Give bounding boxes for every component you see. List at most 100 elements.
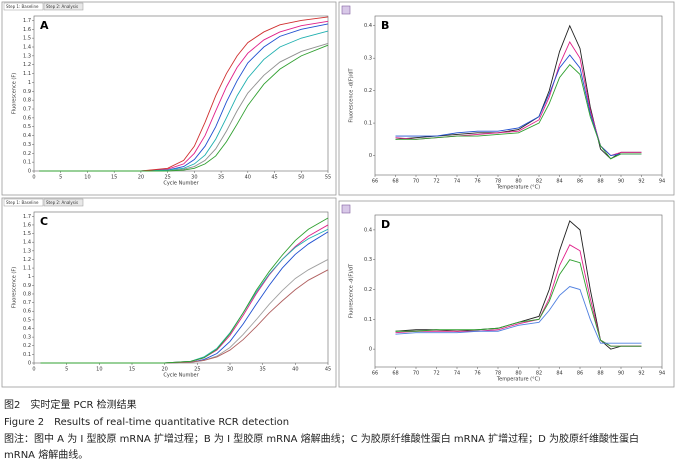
x-tick-label: 15	[111, 175, 117, 181]
y-tick-label: 0	[28, 361, 31, 367]
curve	[395, 259, 642, 347]
x-tick-label: 35	[259, 367, 265, 373]
x-tick-label: 78	[495, 179, 501, 185]
y-tick-label: 0.1	[364, 121, 372, 127]
tab-label: Step 1: Baseline	[6, 4, 39, 9]
x-tick-label: 86	[577, 371, 583, 377]
plot-area	[374, 15, 663, 176]
y-tick-label: 1.2	[23, 62, 31, 68]
y-tick-label: 0.3	[23, 335, 31, 341]
tab	[3, 198, 44, 207]
y-tick-label: 0.1	[364, 317, 372, 323]
curve	[395, 24, 642, 160]
y-tick-label: 0.9	[23, 89, 31, 95]
x-tick-label: 66	[372, 179, 378, 185]
figure: Step 1: Baseline Step 2: Analysis 0 0.1 0.2 0…	[1, 1, 675, 388]
y-tick-label: 1.7	[23, 18, 31, 24]
icon	[341, 204, 351, 214]
y-tick-label: 0.6	[23, 115, 31, 121]
curve	[40, 217, 329, 364]
panel-label: A	[40, 19, 49, 32]
y-tick-label: 0	[28, 169, 31, 175]
y-tick-label: 0.4	[23, 326, 31, 332]
y-tick-label: 0.1	[23, 352, 31, 358]
y-tick-label: 1	[28, 274, 31, 280]
y-tick-label: 1.4	[23, 45, 31, 51]
panel-label: C	[40, 215, 48, 228]
x-tick-label: 92	[638, 371, 644, 377]
x-tick-label: 55	[325, 175, 331, 181]
y-tick-label: 0.4	[364, 227, 372, 233]
x-tick-label: 80	[515, 371, 521, 377]
y-tick-label: 1.1	[23, 71, 31, 77]
x-tick-label: 94	[659, 179, 665, 185]
y-tick-label: 1.5	[23, 36, 31, 42]
y-tick-label: 1.1	[23, 266, 31, 272]
x-tick-label: 72	[433, 179, 439, 185]
x-tick-label: 82	[536, 179, 542, 185]
x-tick-label: 30	[227, 367, 233, 373]
y-tick-label: 0.8	[23, 291, 31, 297]
y-tick-label: 1.4	[23, 240, 31, 246]
curve	[39, 16, 329, 172]
panel-label: B	[381, 19, 389, 32]
caption-zh: 图2 实时定量 PCR 检测结果	[4, 400, 137, 411]
x-tick-label: 94	[659, 371, 665, 377]
x-tick-label: 70	[413, 371, 419, 377]
y-tick-label: 0.5	[23, 317, 31, 323]
x-tick-label: 0	[32, 367, 35, 373]
y-tick-label: 1.7	[23, 214, 31, 220]
tab-label: Step 2: Analysis	[46, 200, 78, 205]
x-axis-label: Temperature (°C)	[496, 377, 540, 383]
y-tick-label: 0.2	[364, 287, 372, 293]
y-tick-label: 0.3	[364, 257, 372, 263]
x-tick-label: 88	[597, 179, 603, 185]
y-tick-label: 0.4	[364, 23, 372, 29]
tab	[3, 2, 44, 11]
x-tick-label: 66	[372, 371, 378, 377]
y-tick-label: 0.6	[23, 309, 31, 315]
x-tick-label: 80	[515, 179, 521, 185]
x-tick-label: 10	[84, 175, 90, 181]
x-tick-label: 5	[59, 175, 62, 181]
y-tick-label: 0.7	[23, 107, 31, 113]
y-tick-label: 0.7	[23, 300, 31, 306]
y-tick-label: 0.3	[364, 56, 372, 62]
x-tick-label: 70	[413, 179, 419, 185]
plot-area	[33, 211, 329, 364]
x-tick-label: 20	[161, 367, 167, 373]
y-tick-label: 0.5	[23, 124, 31, 130]
x-tick-label: 84	[556, 371, 562, 377]
tab-label: Step 1: Baseline	[6, 200, 39, 205]
x-tick-label: 82	[536, 371, 542, 377]
x-tick-label: 92	[638, 179, 644, 185]
plot-area	[33, 15, 329, 172]
x-tick-label: 15	[129, 367, 135, 373]
x-tick-label: 0	[32, 175, 35, 181]
x-tick-label: 76	[474, 371, 480, 377]
x-tick-label: 90	[618, 371, 624, 377]
panel-label: D	[381, 218, 390, 231]
caption-note: 图注：图中 A 为 Ⅰ 型胶原 mRNA 扩增过程；B 为 Ⅰ 型胶原 mRNA…	[4, 434, 639, 461]
x-tick-label: 5	[65, 367, 68, 373]
x-tick-label: 88	[597, 371, 603, 377]
x-tick-label: 25	[194, 367, 200, 373]
tab	[43, 2, 84, 11]
x-tick-label: 68	[392, 179, 398, 185]
y-tick-label: 1.2	[23, 257, 31, 263]
x-tick-label: 84	[556, 179, 562, 185]
y-tick-label: 1.6	[23, 222, 31, 228]
y-tick-label: 0.2	[23, 343, 31, 349]
x-tick-label: 45	[325, 367, 331, 373]
x-tick-label: 45	[271, 175, 277, 181]
x-tick-label: 86	[577, 179, 583, 185]
x-tick-label: 74	[454, 371, 460, 377]
y-axis-label: Fluorescence -d(F)/dT	[349, 263, 355, 318]
y-tick-label: 0.1	[23, 160, 31, 166]
x-tick-label: 35	[218, 175, 224, 181]
x-tick-label: 30	[191, 175, 197, 181]
x-tick-label: 40	[292, 367, 298, 373]
plot-area	[374, 214, 663, 368]
x-tick-label: 20	[138, 175, 144, 181]
